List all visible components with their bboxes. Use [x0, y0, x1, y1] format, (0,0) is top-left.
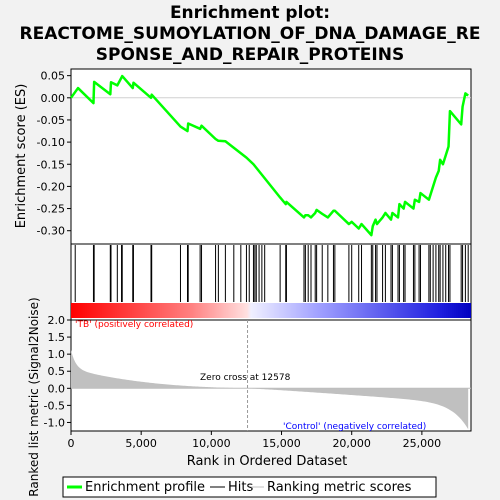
metric-y-tick-label: 0.5 — [48, 365, 66, 378]
metric-y-axis: 2.0 1.5 1.0 0.5 0.0 -0.5 -1.0 — [44, 314, 71, 429]
metric-panel — [70, 319, 472, 432]
es-y-tick-label: -0.25 — [37, 203, 65, 216]
x-tick-label: 0 — [68, 437, 75, 450]
legend-es-label: Enrichment profile — [85, 480, 205, 495]
es-y-tick-label: -0.20 — [37, 180, 65, 193]
metric-y-tick-label: -0.5 — [44, 399, 65, 412]
legend-box — [62, 476, 437, 498]
x-tick-label: 10,000 — [192, 437, 231, 450]
metric-area-path — [71, 350, 469, 430]
hit-markers — [74, 245, 469, 302]
x-tick-label: 20,000 — [332, 437, 371, 450]
metric-y-tick-label: 2.0 — [48, 314, 66, 327]
x-axis-label: Rank in Ordered Dataset — [187, 454, 348, 469]
ranking-metric-area — [71, 350, 471, 430]
chart-title-line-3: SPONSE_AND_REPAIR_PROTEINS — [96, 45, 404, 65]
positive-correlation-label: 'TB' (positively correlated) — [75, 320, 193, 330]
x-tick-label: 5,000 — [125, 437, 157, 450]
x-tick-label: 15,000 — [262, 437, 301, 450]
enrichment-profile — [69, 74, 469, 237]
legend-metric-label: Ranking metric scores — [267, 480, 412, 495]
es-y-axis: 0.05 0.00 -0.05 -0.10 -0.15 -0.20 -0.25 -0.30 — [37, 70, 71, 238]
es-y-tick-label: -0.10 — [37, 136, 65, 149]
metric-y-tick-label: -1.0 — [44, 416, 65, 429]
legend-hits-label: Hits — [228, 480, 253, 495]
zero-cross-label: Zero cross at 12578 — [200, 373, 291, 383]
metric-y-tick-label: 0.0 — [48, 382, 66, 395]
es-y-axis-label: Enrichment score (ES) — [14, 84, 29, 229]
metric-y-axis-label: Ranked list metric (Signal2Noise) — [27, 297, 41, 496]
negative-correlation-label: 'Control' (negatively correlated) — [283, 422, 426, 432]
metric-y-tick-label: 1.5 — [48, 331, 66, 344]
es-y-tick-label: 0.05 — [41, 70, 66, 83]
es-y-tick-label: -0.15 — [37, 158, 65, 171]
x-axis: 0 5,000 10,000 15,000 20,000 25,000 — [68, 431, 442, 450]
es-panel — [70, 68, 472, 245]
x-tick-label: 25,000 — [403, 437, 442, 450]
es-curve — [69, 74, 469, 237]
metric-y-tick-label: 1.0 — [48, 348, 66, 361]
es-y-tick-label: -0.05 — [37, 114, 65, 127]
chart-title-line-2: REACTOME_SUMOYLATION_OF_DNA_DAMAGE_RE — [20, 24, 481, 44]
es-y-tick-label: 0.00 — [41, 92, 66, 105]
chart-title-line-1: Enrichment plot: — [170, 3, 330, 23]
es-y-tick-label: -0.30 — [37, 225, 65, 238]
rank-color-bar — [71, 303, 471, 318]
